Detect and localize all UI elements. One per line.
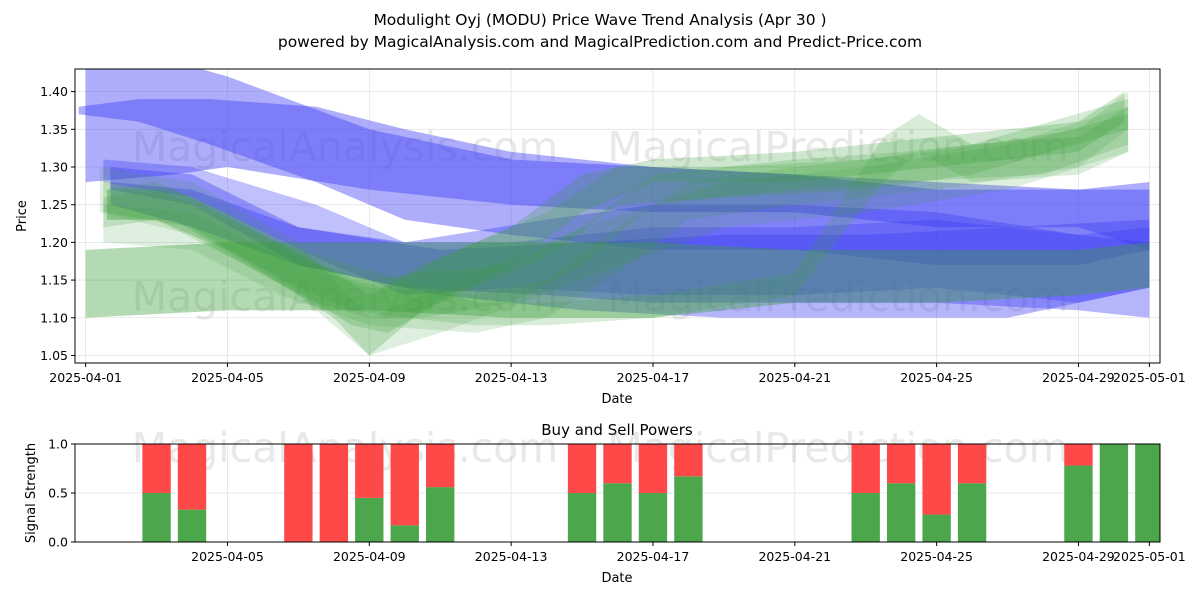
buy-sell-chart: Buy and Sell Powers MagicalAnalysis.com … [24, 421, 1186, 586]
sell-power-bar [355, 444, 384, 498]
price-y-tick-label: 1.35 [40, 122, 68, 137]
buy-power-bar [1064, 465, 1093, 542]
price-y-tick-label: 1.40 [40, 84, 68, 99]
price-watermarks: MagicalAnalysis.com MagicalPrediction.co… [132, 123, 1069, 321]
price-x-tick-label: 2025-04-13 [475, 370, 548, 385]
buy-power-bar [426, 487, 455, 542]
bar-x-tick-label: 2025-04-21 [758, 549, 831, 564]
price-y-axis-label: Price [15, 200, 30, 232]
sell-power-bar [851, 444, 880, 493]
bar-x-tick-label: 2025-05-01 [1113, 549, 1186, 564]
wave-band-green [99, 106, 1129, 356]
price-y-tick-label: 1.15 [40, 273, 68, 288]
bar-x-tick-label: 2025-04-05 [191, 549, 264, 564]
wave-band-blue [103, 159, 1150, 303]
watermark-text: MagicalAnalysis.com [132, 273, 559, 321]
wave-band-blue [110, 182, 1150, 318]
sell-power-bar [177, 444, 207, 510]
sell-power-bar [886, 444, 916, 484]
buy-power-bar [142, 493, 171, 542]
buy-power-bar [957, 483, 987, 542]
sell-power-bar [1064, 444, 1093, 466]
wave-band-green [103, 114, 1129, 318]
bar-bars [142, 444, 1160, 542]
price-y-tick-label: 1.25 [40, 197, 68, 212]
main-subtitle: powered by MagicalAnalysis.com and Magic… [278, 33, 922, 51]
wave-band-blue [78, 99, 1150, 266]
price-x-ticks: 2025-04-01 2025-04-05 2025-04-09 2025-04-13… [49, 363, 1186, 385]
buy-power-bar [886, 483, 916, 542]
sell-power-bar [922, 444, 951, 515]
buy-power-bar [567, 493, 597, 542]
sell-power-bar [567, 444, 597, 493]
price-y-tick-label: 1.20 [40, 235, 68, 250]
main-title: Modulight Oyj (MODU) Price Wave Trend An… [373, 11, 826, 29]
sell-power-bar [390, 444, 419, 526]
price-y-tick-label: 1.10 [40, 310, 68, 325]
price-x-tick-label: 2025-04-05 [191, 370, 264, 385]
sell-power-bar [284, 444, 313, 542]
price-x-tick-label: 2025-04-01 [49, 370, 122, 385]
buy-power-bar [1135, 444, 1160, 542]
price-axes-frame [74, 68, 1161, 364]
price-y-ticks: 1.05 1.10 1.15 1.20 1.25 1.30 1.35 1.40 [40, 84, 75, 363]
bar-x-tick-label: 2025-04-29 [1042, 549, 1115, 564]
price-y-tick-label: 1.05 [40, 348, 68, 363]
buy-power-bar [638, 493, 668, 542]
wave-band-green [106, 91, 1125, 356]
sell-power-bar [638, 444, 668, 493]
sell-power-bar [142, 444, 171, 493]
bar-chart-title: Buy and Sell Powers [541, 421, 693, 439]
bar-y-axis-label: Signal Strength [24, 443, 39, 543]
bar-x-tick-label: 2025-04-09 [333, 549, 406, 564]
price-wave-chart: MagicalAnalysis.com MagicalPrediction.co… [15, 68, 1186, 407]
bar-x-axis-label: Date [601, 571, 632, 586]
bar-x-tick-label: 2025-04-17 [617, 549, 690, 564]
bar-y-ticks: 0.0 0.5 1.0 [48, 437, 75, 550]
bar-y-tick-label: 0.5 [48, 486, 68, 501]
buy-power-bar [355, 497, 384, 542]
price-x-tick-label: 2025-04-17 [617, 370, 690, 385]
bar-x-tick-label: 2025-04-13 [475, 549, 548, 564]
buy-power-bar [851, 493, 880, 542]
wave-band-blue [85, 69, 1150, 250]
price-grid [75, 69, 1160, 363]
wave-band-green [106, 106, 1129, 326]
buy-power-bar [674, 476, 703, 542]
buy-power-bar [390, 525, 419, 542]
sell-power-bar [674, 444, 703, 477]
watermark-text: MagicalAnalysis.com [132, 123, 559, 171]
price-y-tick-label: 1.30 [40, 160, 68, 175]
buy-power-bar [922, 514, 951, 542]
watermark-text: MagicalPrediction.com [607, 273, 1068, 321]
sell-power-bar [319, 444, 349, 542]
price-x-tick-label: 2025-05-01 [1113, 370, 1186, 385]
price-x-tick-label: 2025-04-29 [1042, 370, 1115, 385]
bar-x-tick-label: 2025-04-25 [900, 549, 973, 564]
sell-power-bar [957, 444, 987, 484]
watermark-text: MagicalPrediction.com [607, 123, 1068, 171]
bar-x-ticks: 2025-04-05 2025-04-09 2025-04-13 2025-04-17… [191, 542, 1186, 564]
bar-y-tick-label: 1.0 [48, 437, 68, 452]
sell-power-bar [603, 444, 632, 484]
buy-power-bar [177, 509, 207, 542]
price-x-axis-label: Date [601, 392, 632, 407]
price-bands [78, 69, 1150, 356]
wave-band-green [85, 242, 1150, 318]
price-x-tick-label: 2025-04-09 [333, 370, 406, 385]
buy-power-bar [603, 483, 632, 542]
bar-y-tick-label: 0.0 [48, 535, 68, 550]
wave-band-blue [110, 167, 1150, 318]
buy-power-bar [1099, 444, 1129, 542]
price-x-tick-label: 2025-04-21 [758, 370, 831, 385]
price-x-tick-label: 2025-04-25 [900, 370, 973, 385]
sell-power-bar [426, 444, 455, 488]
